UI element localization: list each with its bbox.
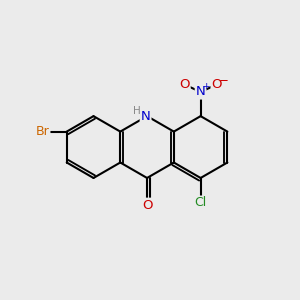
Text: N: N bbox=[141, 110, 151, 123]
Text: O: O bbox=[142, 199, 152, 212]
Text: −: − bbox=[218, 74, 228, 87]
Text: O: O bbox=[179, 78, 190, 91]
Text: H: H bbox=[133, 106, 141, 116]
Text: O: O bbox=[212, 78, 222, 91]
Text: +: + bbox=[202, 82, 210, 91]
Text: N: N bbox=[196, 85, 206, 98]
Text: Cl: Cl bbox=[194, 196, 207, 209]
Text: Br: Br bbox=[36, 125, 50, 138]
